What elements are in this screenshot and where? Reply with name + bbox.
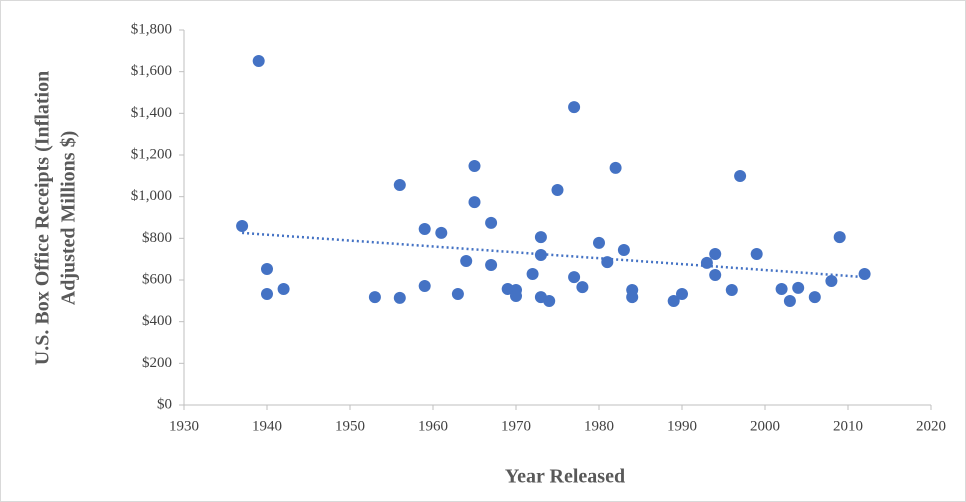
point (750, 247, 763, 260)
x-tick-label: 1930 (169, 418, 199, 434)
point (485, 259, 498, 271)
point (551, 184, 564, 196)
x-tick-label: 1980 (584, 418, 614, 434)
point (393, 291, 406, 304)
point (460, 255, 473, 268)
point (709, 247, 722, 260)
point (858, 267, 871, 280)
point (792, 281, 805, 294)
point (601, 256, 614, 269)
point (277, 282, 290, 295)
x-tick-label: 1990 (667, 418, 697, 434)
y-tick-label: $1,200 (131, 146, 172, 162)
y-tick-label: $200 (142, 355, 172, 371)
y-tick-label: $1,800 (131, 21, 172, 37)
x-axis-title: Year Released (505, 466, 625, 488)
point (700, 256, 713, 269)
y-axis-title: U.S. Box Office Receipts (Inflation Adju… (32, 71, 80, 365)
x-tick-label: 1970 (501, 418, 531, 434)
point (261, 287, 273, 300)
x-tick-label: 2010 (833, 418, 863, 434)
y-axis-title-line: U.S. Box Office Receipts (Inflation (32, 71, 54, 365)
point (485, 216, 498, 229)
trendline (242, 231, 865, 279)
x-tick-label: 1960 (418, 418, 448, 434)
point (833, 231, 846, 244)
y-tick-label: $400 (142, 313, 172, 329)
point (709, 269, 722, 281)
point (775, 282, 788, 295)
point (725, 284, 738, 296)
point (418, 222, 431, 235)
point (435, 226, 448, 239)
y-tick-label: $800 (142, 230, 172, 246)
point (368, 291, 381, 304)
point (626, 291, 639, 304)
point (393, 179, 406, 191)
x-tick-label: 2000 (750, 418, 780, 434)
point (252, 55, 265, 68)
point (667, 295, 680, 308)
point (261, 262, 273, 275)
point (808, 291, 821, 304)
point (510, 290, 522, 303)
point (534, 231, 547, 244)
point (526, 267, 539, 280)
point (676, 287, 688, 300)
point (593, 236, 605, 249)
point (418, 280, 431, 293)
point (236, 220, 249, 233)
y-axis-title-line: Adjusted Millions $) (58, 131, 80, 305)
point (543, 295, 556, 308)
y-tick-label: $600 (142, 271, 172, 287)
point (568, 271, 581, 284)
point (534, 249, 547, 261)
point (451, 287, 464, 300)
point (568, 101, 581, 114)
point (576, 281, 589, 294)
point (468, 196, 481, 209)
point (468, 160, 481, 173)
point (609, 161, 622, 174)
point (617, 244, 630, 256)
x-tick-label: 1940 (252, 418, 282, 434)
x-tick-label: 1950 (335, 418, 365, 434)
point (783, 295, 796, 308)
y-tick-label: $1,000 (131, 188, 172, 204)
y-tick-label: $0 (157, 396, 172, 412)
point (825, 275, 838, 288)
x-tick-label: 2020 (916, 418, 946, 434)
point (734, 170, 747, 183)
y-tick-label: $1,400 (131, 105, 172, 121)
y-tick-label: $1,600 (131, 63, 172, 79)
